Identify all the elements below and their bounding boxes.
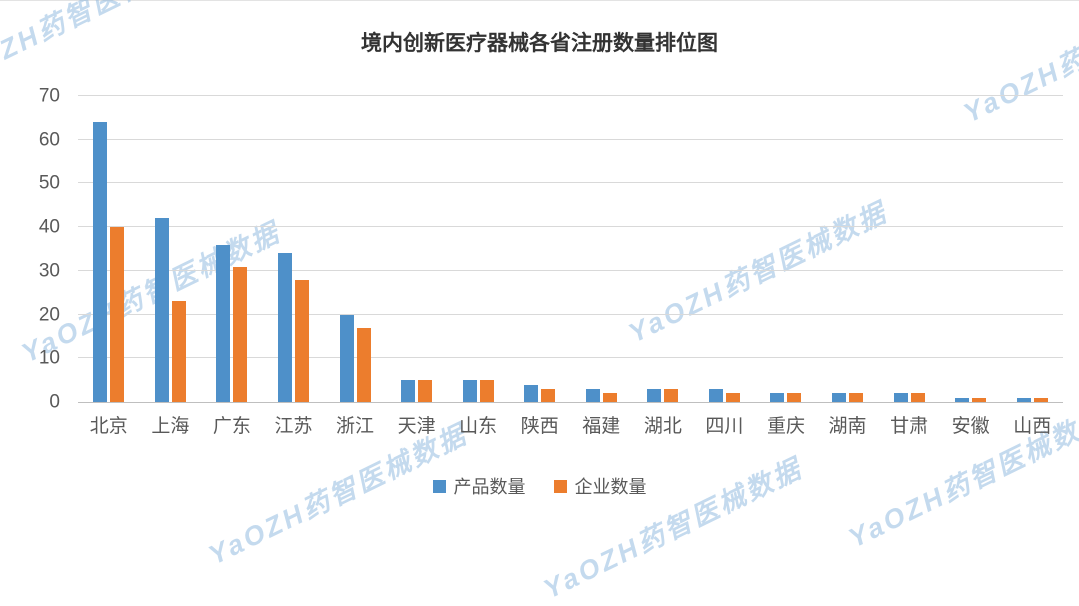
x-axis: 北京 上海 广东 江苏 浙江 天津 山东 陕西 福建 湖北 四川 重庆 湖南 甘肃 安徽 山西 (78, 411, 1063, 438)
x-tick-label: 广东 (212, 416, 251, 437)
bar-products-湖北 (647, 388, 662, 402)
bar-products-福建 (585, 388, 600, 402)
plot-area (78, 95, 1063, 403)
x-tick-label: 湖北 (643, 416, 682, 437)
bar-companies-湖北 (664, 388, 679, 402)
gridline (78, 357, 1063, 359)
bar-companies-山西 (1033, 397, 1048, 402)
y-tick-label: 60 (38, 129, 60, 151)
bar-products-浙江 (339, 314, 354, 402)
x-tick-label: 山东 (459, 416, 498, 437)
gridline (78, 313, 1063, 315)
x-tick-label: 天津 (397, 416, 436, 437)
x-tick-label: 四川 (705, 416, 744, 437)
x-tick-label: 北京 (89, 416, 128, 437)
bar-companies-山东 (479, 380, 494, 402)
bar-companies-浙江 (356, 327, 371, 402)
bar-products-安徽 (955, 397, 970, 402)
legend-label-products: 产品数量 (453, 477, 526, 497)
x-tick-label: 江苏 (274, 416, 313, 437)
bar-companies-福建 (602, 393, 617, 402)
bar-group (632, 96, 694, 402)
legend: 产品数量 企业数量 (0, 473, 1079, 499)
bar-group (755, 96, 817, 402)
bar-companies-广东 (233, 266, 248, 402)
bar-products-重庆 (770, 393, 785, 402)
bar-group (694, 96, 756, 402)
y-axis: 0 10 20 30 40 50 60 70 (14, 87, 70, 412)
y-tick-label: 30 (38, 260, 60, 282)
legend-swatch-companies (553, 479, 567, 493)
bar-group (201, 96, 263, 402)
bar-group (386, 96, 448, 402)
bar-products-陕西 (524, 384, 539, 402)
bar-group (447, 96, 509, 402)
bar-companies-天津 (418, 380, 433, 402)
bar-products-四川 (708, 388, 723, 402)
bar-group (1001, 96, 1063, 402)
bar-companies-重庆 (787, 393, 802, 402)
y-tick-label: 10 (38, 347, 60, 369)
bar-group (78, 96, 140, 402)
bar-products-山西 (1016, 397, 1031, 402)
chart-title: 境内创新医疗器械各省注册数量排位图 (361, 32, 718, 55)
y-tick-label: 40 (38, 216, 60, 238)
bar-companies-四川 (725, 393, 740, 402)
bar-companies-甘肃 (910, 393, 925, 402)
bar-companies-安徽 (972, 397, 987, 402)
x-tick-label: 上海 (151, 416, 190, 437)
gridline (78, 95, 1063, 96)
gridline (78, 226, 1063, 228)
bar-products-上海 (154, 218, 169, 402)
bar-companies-上海 (171, 301, 186, 402)
y-tick-label: 70 (38, 85, 60, 107)
x-tick-label: 甘肃 (890, 416, 929, 437)
bar-group (324, 96, 386, 402)
bars (78, 96, 1063, 402)
y-tick-label: 20 (38, 304, 60, 326)
legend-item-products: 产品数量 (432, 473, 526, 499)
bar-products-江苏 (277, 253, 292, 402)
bar-products-北京 (93, 122, 108, 402)
bar-products-广东 (216, 244, 231, 402)
legend-label-companies: 企业数量 (574, 477, 647, 497)
bar-group (940, 96, 1002, 402)
x-tick-label: 安徽 (951, 416, 990, 437)
bar-group (571, 96, 633, 402)
gridline (78, 138, 1063, 140)
x-tick-label: 湖南 (828, 416, 867, 437)
x-tick-label: 重庆 (766, 416, 805, 437)
watermark: YaOZH药智医械数据 (538, 453, 808, 605)
x-tick-label: 福建 (582, 416, 621, 437)
y-tick-label: 0 (49, 391, 60, 413)
y-tick-label: 50 (38, 172, 60, 194)
gridline (78, 182, 1063, 184)
x-tick-label: 浙江 (336, 416, 375, 437)
gridlines (78, 95, 1063, 402)
bar-group (140, 96, 202, 402)
bar-group (817, 96, 879, 402)
bar-products-天津 (401, 380, 416, 402)
x-tick-label: 陕西 (520, 416, 559, 437)
bar-companies-陕西 (541, 388, 556, 402)
bar-products-湖南 (832, 393, 847, 402)
bar-companies-湖南 (849, 393, 864, 402)
legend-item-companies: 企业数量 (553, 473, 647, 499)
bar-group (509, 96, 571, 402)
legend-swatch-products (432, 479, 446, 493)
bar-companies-北京 (110, 227, 125, 402)
bar-group (263, 96, 325, 402)
x-tick-label: 山西 (1013, 416, 1052, 437)
bar-products-甘肃 (893, 393, 908, 402)
bar-products-山东 (462, 380, 477, 402)
bar-group (878, 96, 940, 402)
gridline (78, 269, 1063, 271)
bar-companies-江苏 (294, 279, 309, 402)
